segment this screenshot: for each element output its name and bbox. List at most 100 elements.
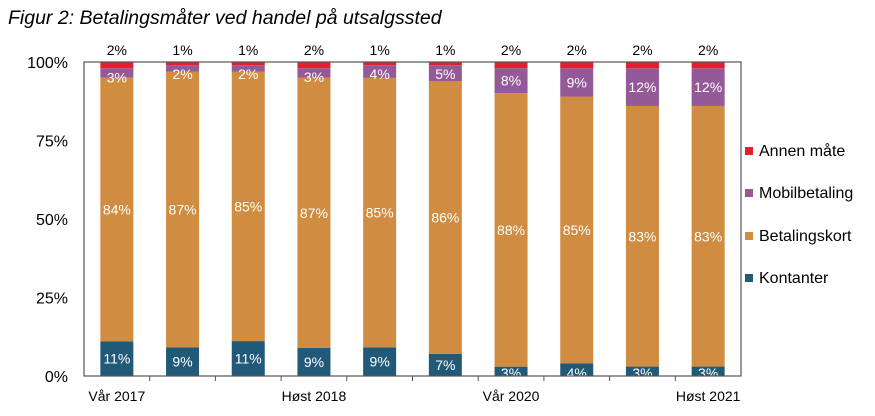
bar-segment-mobilbetaling [625, 68, 659, 106]
bar-segment-kontanter [625, 366, 659, 376]
data-label: 3% [501, 365, 521, 381]
data-label: 8% [501, 73, 521, 89]
bar-segment-annen-måte [297, 62, 331, 69]
bar-segment-kontanter [691, 366, 725, 376]
legend-label: Annen måte [759, 142, 845, 160]
y-tick-label: 75% [36, 134, 68, 151]
bar-segment-annen-måte [625, 62, 659, 69]
bar-segment-mobilbetaling [494, 68, 528, 94]
data-label: 85% [234, 198, 262, 214]
data-label: 3% [107, 69, 127, 85]
data-label: 84% [103, 202, 131, 218]
bar-segment-kontanter [297, 348, 331, 376]
bar-segment-betalingskort [625, 105, 659, 367]
bar-segment-kontanter [231, 341, 265, 376]
data-label: 1% [435, 42, 455, 58]
bar-segment-annen-måte [560, 62, 594, 69]
bar-segment-annen-måte [691, 62, 725, 69]
y-tick-label: 100% [27, 55, 68, 72]
legend-swatch [745, 189, 753, 197]
data-label: 5% [435, 66, 455, 82]
data-label: 2% [698, 42, 718, 58]
bar-segment-mobilbetaling [297, 68, 331, 78]
legend-swatch [745, 147, 753, 155]
bar-segment-annen-måte [428, 62, 462, 66]
bar-segment-betalingskort [297, 77, 331, 349]
bar-segment-kontanter [560, 363, 594, 376]
bar-segment-mobilbetaling [166, 65, 200, 72]
bar-segment-mobilbetaling [100, 68, 134, 78]
data-label: 2% [107, 42, 127, 58]
data-label: 9% [567, 74, 587, 90]
bar-segment-annen-måte [363, 62, 397, 66]
legend-label: Kontanter [759, 270, 829, 287]
legend-label: Mobilbetaling [759, 185, 853, 202]
data-label: 2% [172, 66, 192, 82]
bar-segment-kontanter [100, 341, 134, 376]
data-label: 83% [628, 228, 656, 244]
data-label: 3% [304, 69, 324, 85]
data-label: 9% [370, 354, 390, 370]
y-tick-label: 25% [36, 291, 68, 308]
legend-swatch [745, 274, 753, 282]
data-label: 2% [304, 42, 324, 58]
data-label: 1% [238, 42, 258, 58]
bar-segment-kontanter [363, 347, 397, 376]
data-label: 2% [567, 42, 587, 58]
bar-segment-mobilbetaling [428, 65, 462, 82]
bar-segment-betalingskort [428, 81, 462, 354]
x-tick-label: Høst 2018 [282, 388, 347, 404]
bar-segment-kontanter [494, 366, 528, 376]
chart-title: Figur 2: Betalingsmåter ved handel på ut… [8, 7, 442, 29]
x-tick-label: Høst 2021 [676, 388, 741, 404]
bar-segment-mobilbetaling [363, 65, 397, 78]
bar-segment-mobilbetaling [560, 68, 594, 97]
bar-segment-betalingskort [494, 93, 528, 367]
data-label: 87% [300, 205, 328, 221]
data-label: 4% [567, 365, 587, 381]
bar-segment-betalingskort [560, 96, 594, 364]
legend-swatch [745, 232, 753, 240]
bar-segment-annen-måte [231, 62, 265, 66]
x-tick-label: Vår 2020 [483, 388, 540, 404]
data-label: 88% [497, 222, 525, 238]
data-label: 2% [632, 42, 652, 58]
data-label: 11% [235, 351, 262, 367]
data-label: 2% [501, 42, 521, 58]
data-label: 3% [632, 365, 652, 381]
data-label: 1% [172, 42, 192, 58]
data-label: 11% [103, 351, 130, 367]
data-label: 85% [366, 205, 394, 221]
bar-segment-kontanter [166, 347, 200, 376]
data-label: 3% [698, 365, 718, 381]
data-label: 7% [435, 357, 455, 373]
data-label: 4% [370, 66, 390, 82]
plot-frame [83, 61, 742, 377]
data-label: 85% [563, 222, 591, 238]
data-label: 9% [172, 354, 192, 370]
data-label: 12% [694, 79, 722, 95]
bar-segment-betalingskort [691, 105, 725, 367]
data-label: 12% [628, 79, 656, 95]
bar-segment-annen-måte [100, 62, 134, 69]
data-label: 87% [169, 201, 197, 217]
bar-segment-mobilbetaling [231, 65, 265, 72]
bar-segment-betalingskort [166, 71, 200, 348]
y-tick-label: 50% [36, 212, 68, 229]
bar-segment-betalingskort [363, 77, 397, 348]
bar-segment-betalingskort [100, 77, 134, 342]
bar-segment-annen-måte [494, 62, 528, 69]
x-tick-label: Vår 2017 [88, 388, 145, 404]
bar-segment-annen-måte [166, 62, 200, 66]
data-label: 9% [304, 354, 324, 370]
y-tick-label: 0% [45, 369, 68, 386]
bar-segment-kontanter [428, 353, 462, 376]
bar-segment-betalingskort [231, 71, 265, 342]
data-label: 2% [238, 66, 258, 82]
bar-segment-mobilbetaling [691, 68, 725, 106]
data-label: 86% [431, 209, 459, 225]
data-label: 1% [370, 42, 390, 58]
legend-label: Betalingskort [759, 228, 852, 245]
data-label: 83% [694, 228, 722, 244]
